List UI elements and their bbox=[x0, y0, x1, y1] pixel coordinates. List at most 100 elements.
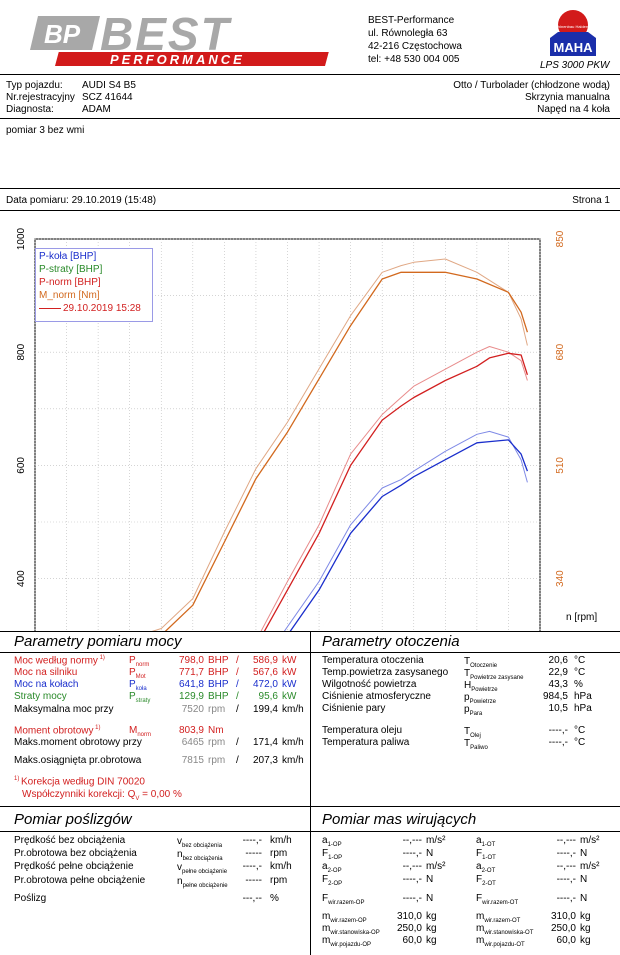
mass-right-row-value: ----,- bbox=[556, 893, 576, 904]
slip-row-label: Prędkość bez obciążenia bbox=[14, 835, 126, 846]
y-left-tick-label: 400 bbox=[16, 570, 27, 587]
slip-row-unit: % bbox=[270, 893, 279, 904]
x-axis-label: n [rpm] bbox=[566, 612, 597, 623]
power-row-unit2: kW bbox=[282, 691, 297, 702]
power-row-separator: / bbox=[236, 679, 239, 690]
power-row-unit1: Nm bbox=[208, 725, 224, 736]
slip-row-label: Prędkość pełne obciążenie bbox=[14, 861, 134, 872]
power-row-value1: 641,8 bbox=[178, 679, 204, 690]
env-row-label: Ciśnienie pary bbox=[322, 703, 386, 714]
correction-line1: 1) Korekcja według DIN 70020 bbox=[14, 776, 145, 788]
mass-left-row-unit: kg bbox=[426, 923, 437, 934]
mass-right-row-unit: kg bbox=[580, 923, 591, 934]
mass-right-row-unit: m/s² bbox=[580, 835, 600, 846]
legend-p-straty: P-straty [BHP] bbox=[39, 264, 103, 275]
env-row-value: 10,5 bbox=[548, 703, 568, 714]
slip-row-symbol: vbez obciążenia bbox=[177, 836, 223, 849]
power-row-value2: 472,0 bbox=[252, 679, 278, 690]
mass-right-row-value: 60,0 bbox=[556, 935, 576, 946]
diagnosta-label: Diagnosta: bbox=[6, 104, 54, 115]
slip-row-unit: rpm bbox=[270, 875, 288, 886]
mass-left-row-symbol: Fwir.razem-OP bbox=[322, 893, 365, 906]
power-row-label: Moc na kołach bbox=[14, 679, 79, 690]
env-row-label: Temperatura oleju bbox=[322, 725, 403, 736]
power-row-symbol: Pkoła bbox=[129, 679, 147, 692]
env-row-symbol: pPara bbox=[464, 704, 483, 717]
power-row-symbol: Pstraty bbox=[129, 691, 151, 704]
mass-left-row-unit: N bbox=[426, 874, 434, 885]
power-row-value2: 199,4 bbox=[252, 704, 278, 715]
mass-right-row-value: --,--- bbox=[556, 835, 576, 846]
env-row-symbol: TOtoczenie bbox=[464, 656, 498, 669]
reference-m-norm-line bbox=[148, 258, 528, 632]
power-row-unit1: BHP bbox=[208, 655, 229, 666]
power-row-label: Moc według normy 1) bbox=[14, 655, 105, 667]
slip-row-symbol: nbez obciążenia bbox=[177, 849, 223, 862]
y-right-tick-label: 680 bbox=[555, 343, 566, 360]
reference-p-kola-line bbox=[283, 430, 528, 632]
env-row-unit: % bbox=[574, 679, 583, 690]
mass-left-row-value: 310,0 bbox=[396, 911, 422, 922]
mass-right-row-symbol: mwir.pojazdu-OT bbox=[476, 935, 525, 948]
power-row-separator: / bbox=[236, 655, 239, 666]
power-row-label: Moc na silniku bbox=[14, 667, 78, 678]
power-row-unit1: BHP bbox=[208, 679, 229, 690]
env-row-value: ----,- bbox=[548, 725, 568, 736]
power-row-label: Moment obrotowy 1) bbox=[14, 725, 101, 737]
env-row-unit: °C bbox=[574, 655, 586, 666]
env-row-value: 984,5 bbox=[542, 691, 568, 702]
chart-legend: P-koła [BHP] P-straty [BHP] P-norm [BHP]… bbox=[35, 248, 153, 322]
mass-left-row-unit: m/s² bbox=[426, 835, 446, 846]
maha-text: MAHA bbox=[554, 40, 594, 55]
power-row-symbol: Pnorm bbox=[129, 655, 150, 668]
env-row-unit: hPa bbox=[574, 691, 592, 702]
legend-date: 29.10.2019 15:28 bbox=[39, 302, 149, 315]
mass-left-row-unit: kg bbox=[426, 911, 437, 922]
power-row-value2: 567,6 bbox=[252, 667, 278, 678]
mass-left-row-unit: kg bbox=[426, 935, 437, 946]
drive-type: Napęd na 4 koła bbox=[537, 104, 610, 115]
slip-row-unit: km/h bbox=[270, 835, 292, 846]
logo-bp-text: BP bbox=[44, 19, 81, 49]
power-chart: 010002000300040005000600070008000 020040… bbox=[16, 227, 597, 632]
measurement-date: Data pomiaru: 29.10.2019 (15:48) bbox=[6, 195, 157, 206]
logo-performance-text: PERFORMANCE bbox=[110, 52, 245, 67]
power-row-label: Straty mocy bbox=[14, 691, 67, 702]
env-row-symbol: TPowietrze zasysane bbox=[464, 668, 524, 681]
power-row-value2: 171,4 bbox=[252, 737, 278, 748]
env-row-label: Wilgotność powietrza bbox=[322, 679, 417, 690]
power-row-unit2: kW bbox=[282, 655, 297, 666]
mass-right-row-value: ----,- bbox=[556, 874, 576, 885]
env-row-symbol: pPowietrze bbox=[464, 692, 496, 705]
best-performance-logo: BP BEST PERFORMANCE bbox=[30, 8, 345, 68]
mass-right-row-symbol: Fwir.razem-OT bbox=[476, 893, 519, 906]
power-row-unit1: rpm bbox=[208, 755, 226, 766]
power-row-unit2: km/h bbox=[282, 755, 304, 766]
mass-right-row-value: ----,- bbox=[556, 848, 576, 859]
vehicle-type-label: Typ pojazdu: bbox=[6, 80, 63, 91]
mass-title: Pomiar mas wirujących bbox=[322, 811, 477, 828]
y-left-tick-label: 800 bbox=[16, 343, 27, 360]
env-row-unit: hPa bbox=[574, 703, 592, 714]
maha-emblem: Maschinenbau Haldenwang MAHA bbox=[548, 10, 598, 56]
m-norm-line bbox=[163, 271, 529, 632]
mass-left-row-unit: N bbox=[426, 848, 434, 859]
slip-row-value: ----,- bbox=[242, 861, 262, 872]
mass-right-row-value: 310,0 bbox=[550, 911, 576, 922]
company-phone: tel: +48 530 004 005 bbox=[368, 54, 460, 65]
power-row-separator: / bbox=[236, 704, 239, 715]
mass-right-row-unit: N bbox=[580, 893, 588, 904]
env-row-value: 22,9 bbox=[548, 667, 568, 678]
power-row-value1: 798,0 bbox=[178, 655, 204, 666]
slip-row-value: ----- bbox=[245, 848, 262, 859]
company-city: 42-216 Częstochowa bbox=[368, 41, 462, 52]
env-row-label: Temperatura otoczenia bbox=[322, 655, 424, 666]
env-row-label: Temperatura paliwa bbox=[322, 737, 410, 748]
legend-m-norm: M_norm [Nm] bbox=[39, 290, 100, 301]
slip-row-unit: rpm bbox=[270, 848, 288, 859]
y-right-tick-label: 340 bbox=[555, 570, 566, 587]
power-row-unit1: BHP bbox=[208, 667, 229, 678]
notes-text: pomiar 3 bez wmi bbox=[6, 125, 85, 136]
mass-left-row-value: ----,- bbox=[402, 893, 422, 904]
power-row-value1: 771,7 bbox=[178, 667, 204, 678]
